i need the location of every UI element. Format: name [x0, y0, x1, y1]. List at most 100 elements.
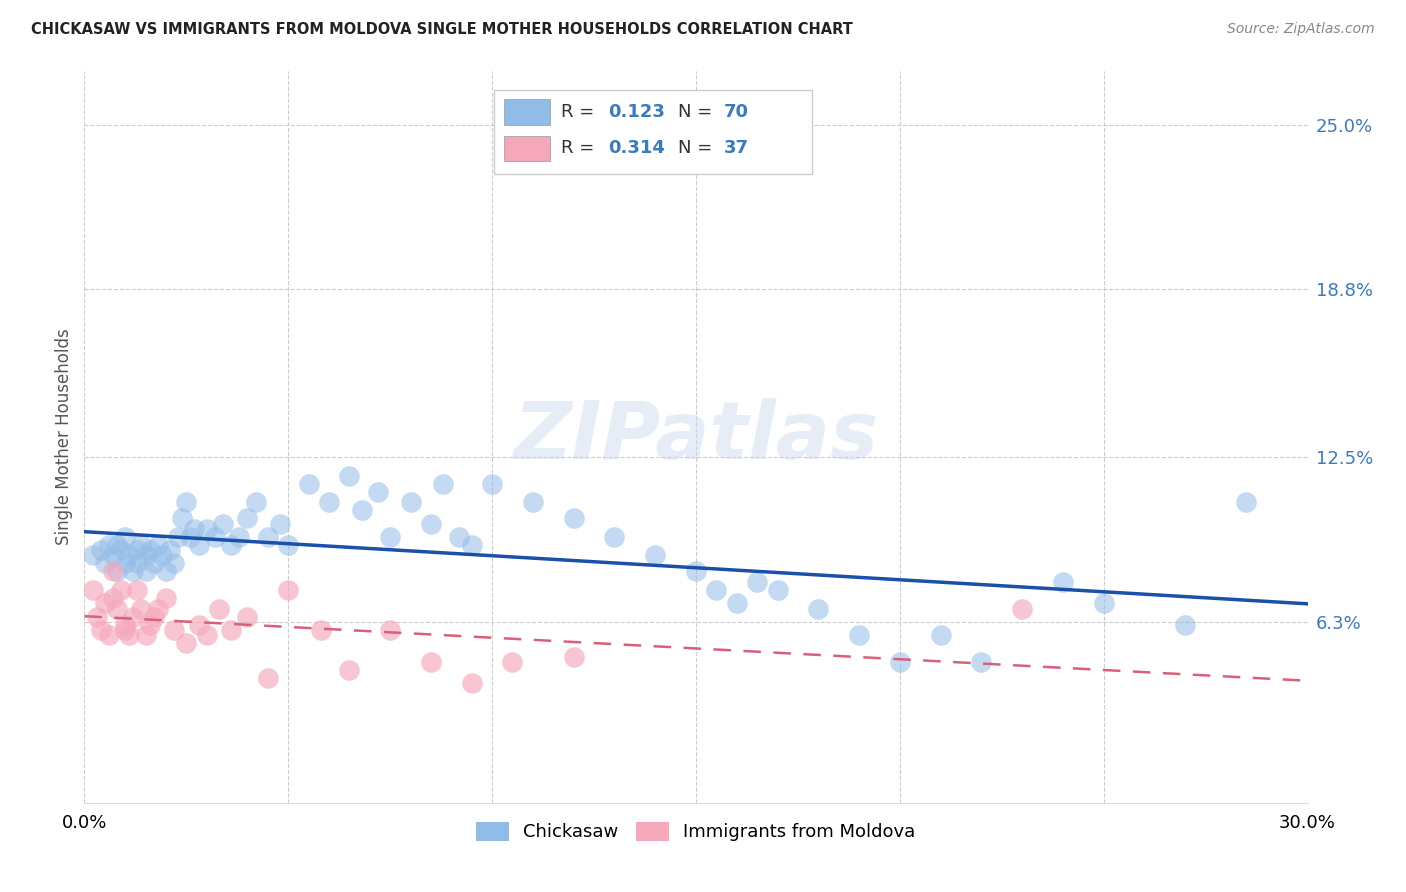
Text: 0.123: 0.123	[607, 103, 665, 120]
Chickasaw	[603, 530, 626, 544]
Chickasaw	[889, 655, 911, 669]
Chickasaw	[118, 549, 141, 563]
Immigrants from Moldova	[114, 617, 136, 632]
Text: 37: 37	[724, 139, 749, 157]
Chickasaw	[257, 530, 280, 544]
Immigrants from Moldova	[146, 601, 169, 615]
Chickasaw	[131, 538, 153, 552]
Chickasaw	[127, 543, 149, 558]
Immigrants from Moldova	[1011, 601, 1033, 615]
Chickasaw	[277, 538, 299, 552]
Chickasaw	[685, 565, 707, 579]
Chickasaw	[195, 522, 218, 536]
Chickasaw	[339, 468, 361, 483]
Chickasaw	[461, 538, 484, 552]
Chickasaw	[135, 565, 157, 579]
Chickasaw	[522, 495, 544, 509]
Chickasaw	[146, 538, 169, 552]
Immigrants from Moldova	[127, 582, 149, 597]
Chickasaw	[350, 503, 373, 517]
Immigrants from Moldova	[114, 623, 136, 637]
Chickasaw	[228, 530, 250, 544]
FancyBboxPatch shape	[503, 99, 550, 125]
Text: ZIPatlas: ZIPatlas	[513, 398, 879, 476]
Chickasaw	[97, 538, 120, 552]
Chickasaw	[367, 484, 389, 499]
Immigrants from Moldova	[118, 628, 141, 642]
Chickasaw	[245, 495, 267, 509]
Chickasaw	[449, 530, 471, 544]
Immigrants from Moldova	[86, 609, 108, 624]
Chickasaw	[163, 557, 186, 571]
Immigrants from Moldova	[122, 609, 145, 624]
Immigrants from Moldova	[257, 671, 280, 685]
Chickasaw	[1092, 596, 1115, 610]
Immigrants from Moldova	[163, 623, 186, 637]
Immigrants from Moldova	[138, 617, 160, 632]
Immigrants from Moldova	[187, 617, 209, 632]
Chickasaw	[105, 538, 128, 552]
Chickasaw	[481, 476, 503, 491]
Chickasaw	[172, 511, 194, 525]
Chickasaw	[1052, 575, 1074, 590]
Chickasaw	[236, 511, 259, 525]
Immigrants from Moldova	[562, 649, 585, 664]
Chickasaw	[127, 557, 149, 571]
Chickasaw	[380, 530, 402, 544]
Immigrants from Moldova	[131, 601, 153, 615]
Chickasaw	[807, 601, 830, 615]
Chickasaw	[114, 530, 136, 544]
Chickasaw	[399, 495, 422, 509]
Immigrants from Moldova	[93, 596, 115, 610]
Chickasaw	[138, 543, 160, 558]
Chickasaw	[142, 557, 165, 571]
Chickasaw	[766, 582, 789, 597]
Chickasaw	[114, 557, 136, 571]
Chickasaw	[135, 549, 157, 563]
Text: 70: 70	[724, 103, 749, 120]
Immigrants from Moldova	[219, 623, 242, 637]
Immigrants from Moldova	[380, 623, 402, 637]
Immigrants from Moldova	[105, 601, 128, 615]
Immigrants from Moldova	[236, 609, 259, 624]
Chickasaw	[93, 557, 115, 571]
Immigrants from Moldova	[420, 655, 443, 669]
Chickasaw	[929, 628, 952, 642]
Chickasaw	[1174, 617, 1197, 632]
Immigrants from Moldova	[208, 601, 231, 615]
Chickasaw	[644, 549, 666, 563]
Chickasaw	[183, 522, 205, 536]
Text: N =: N =	[678, 103, 717, 120]
Chickasaw	[219, 538, 242, 552]
Chickasaw	[179, 530, 201, 544]
Chickasaw	[747, 575, 769, 590]
Immigrants from Moldova	[195, 628, 218, 642]
Text: R =: R =	[561, 103, 600, 120]
FancyBboxPatch shape	[494, 90, 813, 174]
Chickasaw	[82, 549, 104, 563]
Chickasaw	[432, 476, 454, 491]
FancyBboxPatch shape	[503, 136, 550, 161]
Immigrants from Moldova	[155, 591, 177, 605]
Immigrants from Moldova	[277, 582, 299, 597]
Chickasaw	[1236, 495, 1258, 509]
Text: R =: R =	[561, 139, 600, 157]
Immigrants from Moldova	[461, 676, 484, 690]
Legend: Chickasaw, Immigrants from Moldova: Chickasaw, Immigrants from Moldova	[470, 814, 922, 848]
Immigrants from Moldova	[101, 591, 124, 605]
Chickasaw	[101, 549, 124, 563]
Chickasaw	[105, 565, 128, 579]
Immigrants from Moldova	[135, 628, 157, 642]
Immigrants from Moldova	[97, 628, 120, 642]
Y-axis label: Single Mother Households: Single Mother Households	[55, 329, 73, 545]
Chickasaw	[298, 476, 321, 491]
Immigrants from Moldova	[90, 623, 112, 637]
Chickasaw	[706, 582, 728, 597]
Chickasaw	[167, 530, 190, 544]
Chickasaw	[420, 516, 443, 531]
Chickasaw	[848, 628, 870, 642]
Text: Source: ZipAtlas.com: Source: ZipAtlas.com	[1227, 22, 1375, 37]
Text: N =: N =	[678, 139, 717, 157]
Chickasaw	[174, 495, 197, 509]
Chickasaw	[562, 511, 585, 525]
